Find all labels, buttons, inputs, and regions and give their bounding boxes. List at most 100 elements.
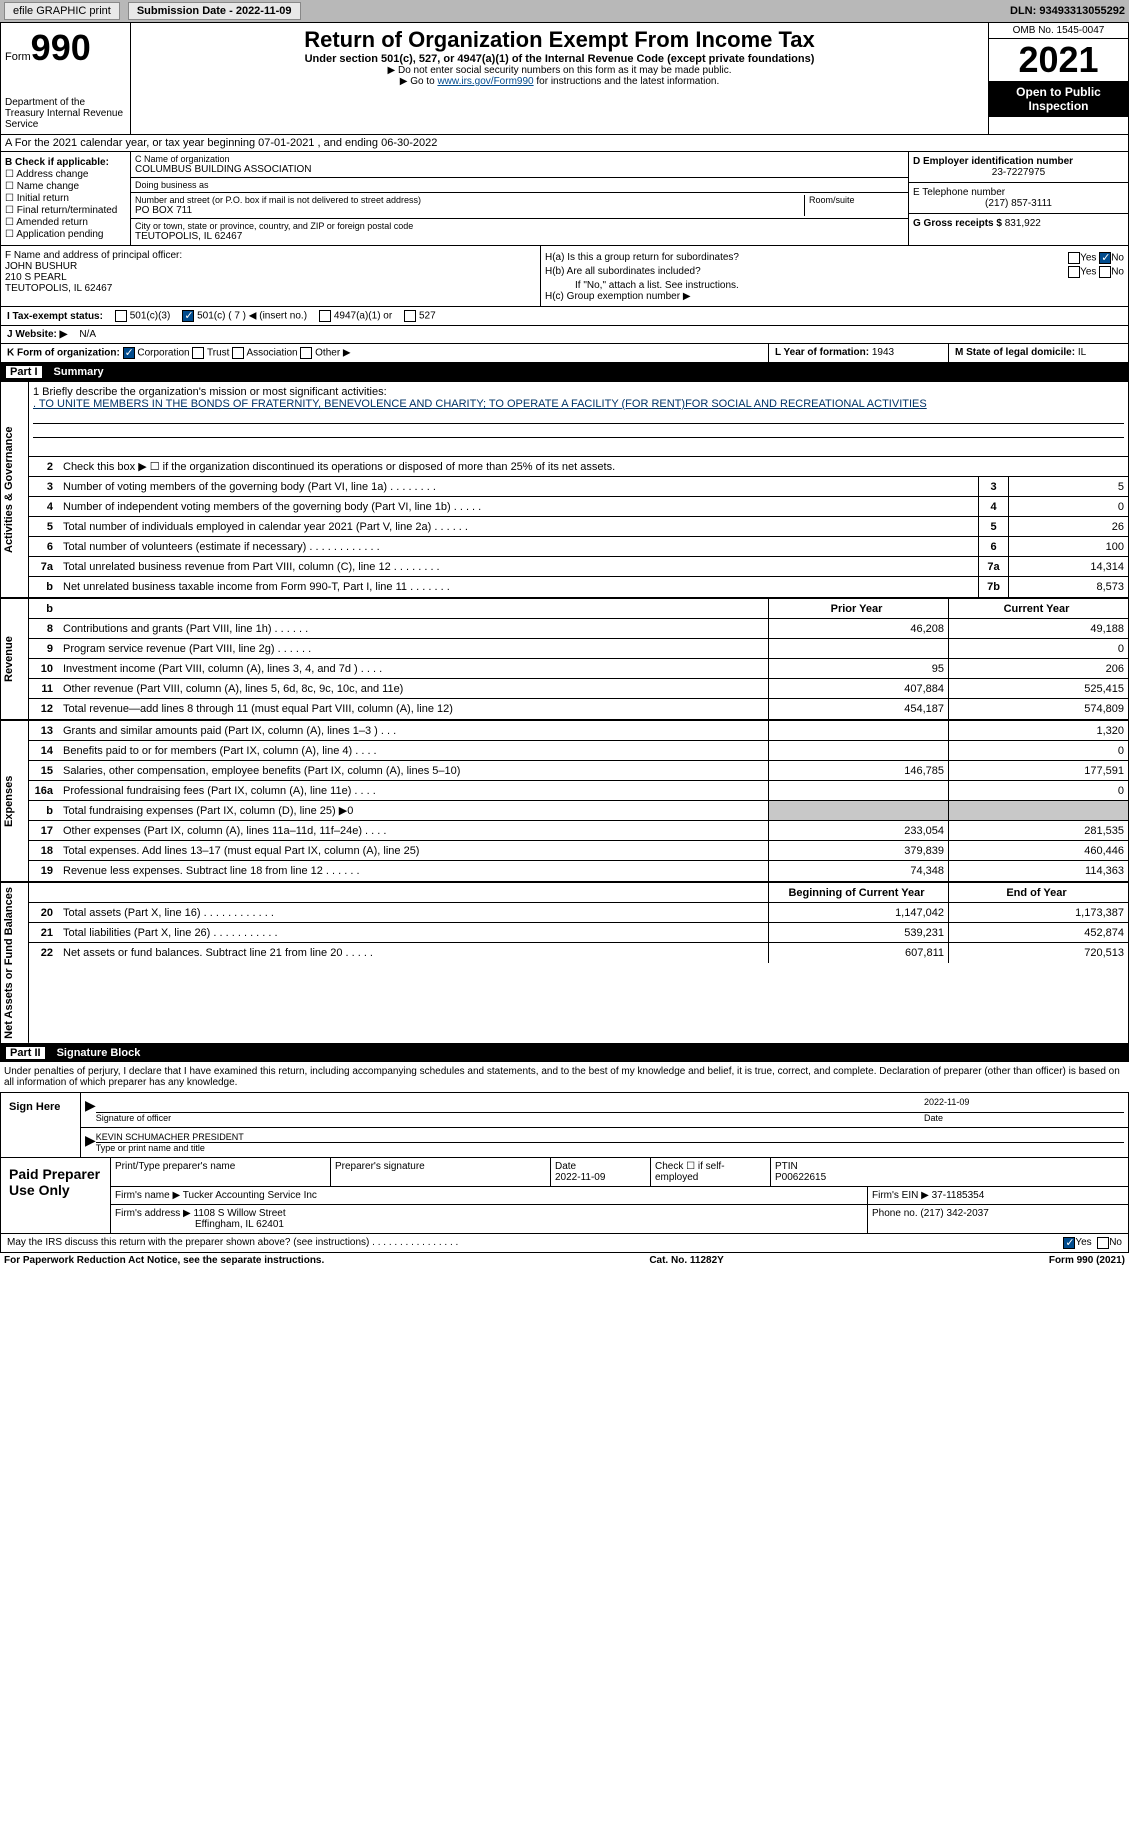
hb-no-checkbox[interactable] — [1099, 266, 1111, 278]
rev-header-row: b Prior Year Current Year — [29, 599, 1128, 619]
data-line: 15Salaries, other compensation, employee… — [29, 761, 1128, 781]
line-desc: Other revenue (Part VIII, column (A), li… — [59, 681, 768, 697]
mission-blank3 — [33, 438, 1124, 452]
data-line: 19Revenue less expenses. Subtract line 1… — [29, 861, 1128, 881]
officer-typed-name: KEVIN SCHUMACHER PRESIDENT — [96, 1132, 1124, 1143]
gov-line: 3Number of voting members of the governi… — [29, 477, 1128, 497]
chk-final-return[interactable]: Final return/terminated — [5, 205, 126, 216]
prior-val — [768, 721, 948, 740]
line-desc: Total revenue—add lines 8 through 11 (mu… — [59, 701, 768, 717]
discuss-question: May the IRS discuss this return with the… — [7, 1237, 1063, 1248]
form-number: 990 — [31, 27, 91, 69]
hb-yes-checkbox[interactable] — [1068, 266, 1080, 278]
efile-print-button[interactable]: efile GRAPHIC print — [4, 2, 120, 20]
chk-4947[interactable] — [319, 310, 331, 322]
chk-trust[interactable] — [192, 347, 204, 359]
b-label: B Check if applicable: — [5, 157, 126, 168]
line-num: 11 — [29, 683, 59, 695]
line-box: 3 — [978, 477, 1008, 496]
chk-name-change[interactable]: Name change — [5, 181, 126, 192]
line-num: 20 — [29, 907, 59, 919]
prep-date-cell: Date 2022-11-09 — [551, 1158, 651, 1186]
firm-phone-value: (217) 342-2037 — [920, 1208, 988, 1219]
line-desc: Number of independent voting members of … — [59, 499, 978, 515]
exp-body: 13Grants and similar amounts paid (Part … — [29, 721, 1128, 881]
org-name-label: C Name of organization — [135, 154, 904, 164]
discuss-no-checkbox[interactable] — [1097, 1237, 1109, 1249]
row-klm: K Form of organization: Corporation Trus… — [0, 344, 1129, 363]
chk-527[interactable] — [404, 310, 416, 322]
chk-501c[interactable] — [182, 310, 194, 322]
sign-here-label: Sign Here — [1, 1093, 81, 1157]
prep-date-label: Date — [555, 1161, 646, 1172]
curr-val: 1,173,387 — [948, 903, 1128, 922]
prior-val — [768, 781, 948, 800]
net-header-row: Beginning of Current Year End of Year — [29, 883, 1128, 903]
submission-date-button[interactable]: Submission Date - 2022-11-09 — [128, 2, 301, 20]
discuss-yes-checkbox[interactable] — [1063, 1237, 1075, 1249]
part2-header: Part II Signature Block — [0, 1044, 1129, 1062]
data-line: 9Program service revenue (Part VIII, lin… — [29, 639, 1128, 659]
chk-amended-return[interactable]: Amended return — [5, 217, 126, 228]
room-label: Room/suite — [809, 195, 904, 205]
line-num: 15 — [29, 765, 59, 777]
sig-date-label: Date — [924, 1113, 1124, 1123]
topbar: efile GRAPHIC print Submission Date - 20… — [0, 0, 1129, 22]
curr-val: 574,809 — [948, 699, 1128, 719]
line-desc: Contributions and grants (Part VIII, lin… — [59, 621, 768, 637]
i-o3-label: 4947(a)(1) or — [334, 311, 392, 322]
data-line: 17Other expenses (Part IX, column (A), l… — [29, 821, 1128, 841]
line-desc: Investment income (Part VIII, column (A)… — [59, 661, 768, 677]
sig-arrow-icon: ▶ — [85, 1097, 96, 1123]
sig-line — [96, 1097, 924, 1113]
line-desc: Number of voting members of the governin… — [59, 479, 978, 495]
city-label: City or town, state or province, country… — [135, 221, 904, 231]
prior-val: 46,208 — [768, 619, 948, 638]
curr-val: 114,363 — [948, 861, 1128, 881]
line-num: 6 — [29, 541, 59, 553]
col-b: B Check if applicable: Address change Na… — [1, 152, 131, 245]
gross-block: G Gross receipts $ 831,922 — [909, 214, 1128, 233]
summary-gov: Activities & Governance 1 Briefly descri… — [0, 381, 1129, 598]
firm-name-label: Firm's name ▶ — [115, 1190, 180, 1201]
page-footer: For Paperwork Reduction Act Notice, see … — [0, 1253, 1129, 1268]
ha-yes-checkbox[interactable] — [1068, 252, 1080, 264]
city-block: City or town, state or province, country… — [131, 219, 908, 244]
irs-link[interactable]: www.irs.gov/Form990 — [437, 76, 533, 87]
vtab-revenue: Revenue — [1, 599, 29, 719]
i-o1-label: 501(c)(3) — [130, 311, 171, 322]
chk-association[interactable] — [232, 347, 244, 359]
line-desc: Total liabilities (Part X, line 26) . . … — [59, 925, 768, 941]
ha-no-checkbox[interactable] — [1099, 252, 1111, 264]
data-line: 12Total revenue—add lines 8 through 11 (… — [29, 699, 1128, 719]
header-mid: Return of Organization Exempt From Incom… — [131, 23, 988, 134]
chk-corporation[interactable] — [123, 347, 135, 359]
line-num: b — [29, 805, 59, 817]
curr-val: 525,415 — [948, 679, 1128, 698]
omb-number: OMB No. 1545-0047 — [989, 23, 1128, 39]
sig-row1: ▶ Signature of officer 2022-11-09 Date — [81, 1093, 1128, 1128]
chk-other[interactable] — [300, 347, 312, 359]
chk-application-pending[interactable]: Application pending — [5, 229, 126, 240]
phone-block: E Telephone number (217) 857-3111 — [909, 183, 1128, 214]
line-desc: Total number of individuals employed in … — [59, 519, 978, 535]
officer-name: JOHN BUSHUR — [5, 261, 536, 272]
mission-text: . TO UNITE MEMBERS IN THE BONDS OF FRATE… — [33, 398, 1124, 410]
data-line: bTotal fundraising expenses (Part IX, co… — [29, 801, 1128, 821]
submission-date-label: Submission Date - 2022-11-09 — [137, 5, 292, 17]
curr-val: 206 — [948, 659, 1128, 678]
vtab-expenses: Expenses — [1, 721, 29, 881]
line-desc: Net assets or fund balances. Subtract li… — [59, 945, 768, 961]
prior-val: 607,811 — [768, 943, 948, 963]
tax-year: 2021 — [989, 39, 1128, 81]
line-num: 9 — [29, 643, 59, 655]
line-num: 21 — [29, 927, 59, 939]
chk-address-change[interactable]: Address change — [5, 169, 126, 180]
end-year-hdr: End of Year — [948, 883, 1128, 902]
chk-initial-return[interactable]: Initial return — [5, 193, 126, 204]
dba-label: Doing business as — [135, 180, 904, 190]
line-val: 100 — [1008, 537, 1128, 556]
goto-post: for instructions and the latest informat… — [534, 76, 720, 87]
chk-501c3[interactable] — [115, 310, 127, 322]
l-label: L Year of formation: — [775, 347, 869, 358]
